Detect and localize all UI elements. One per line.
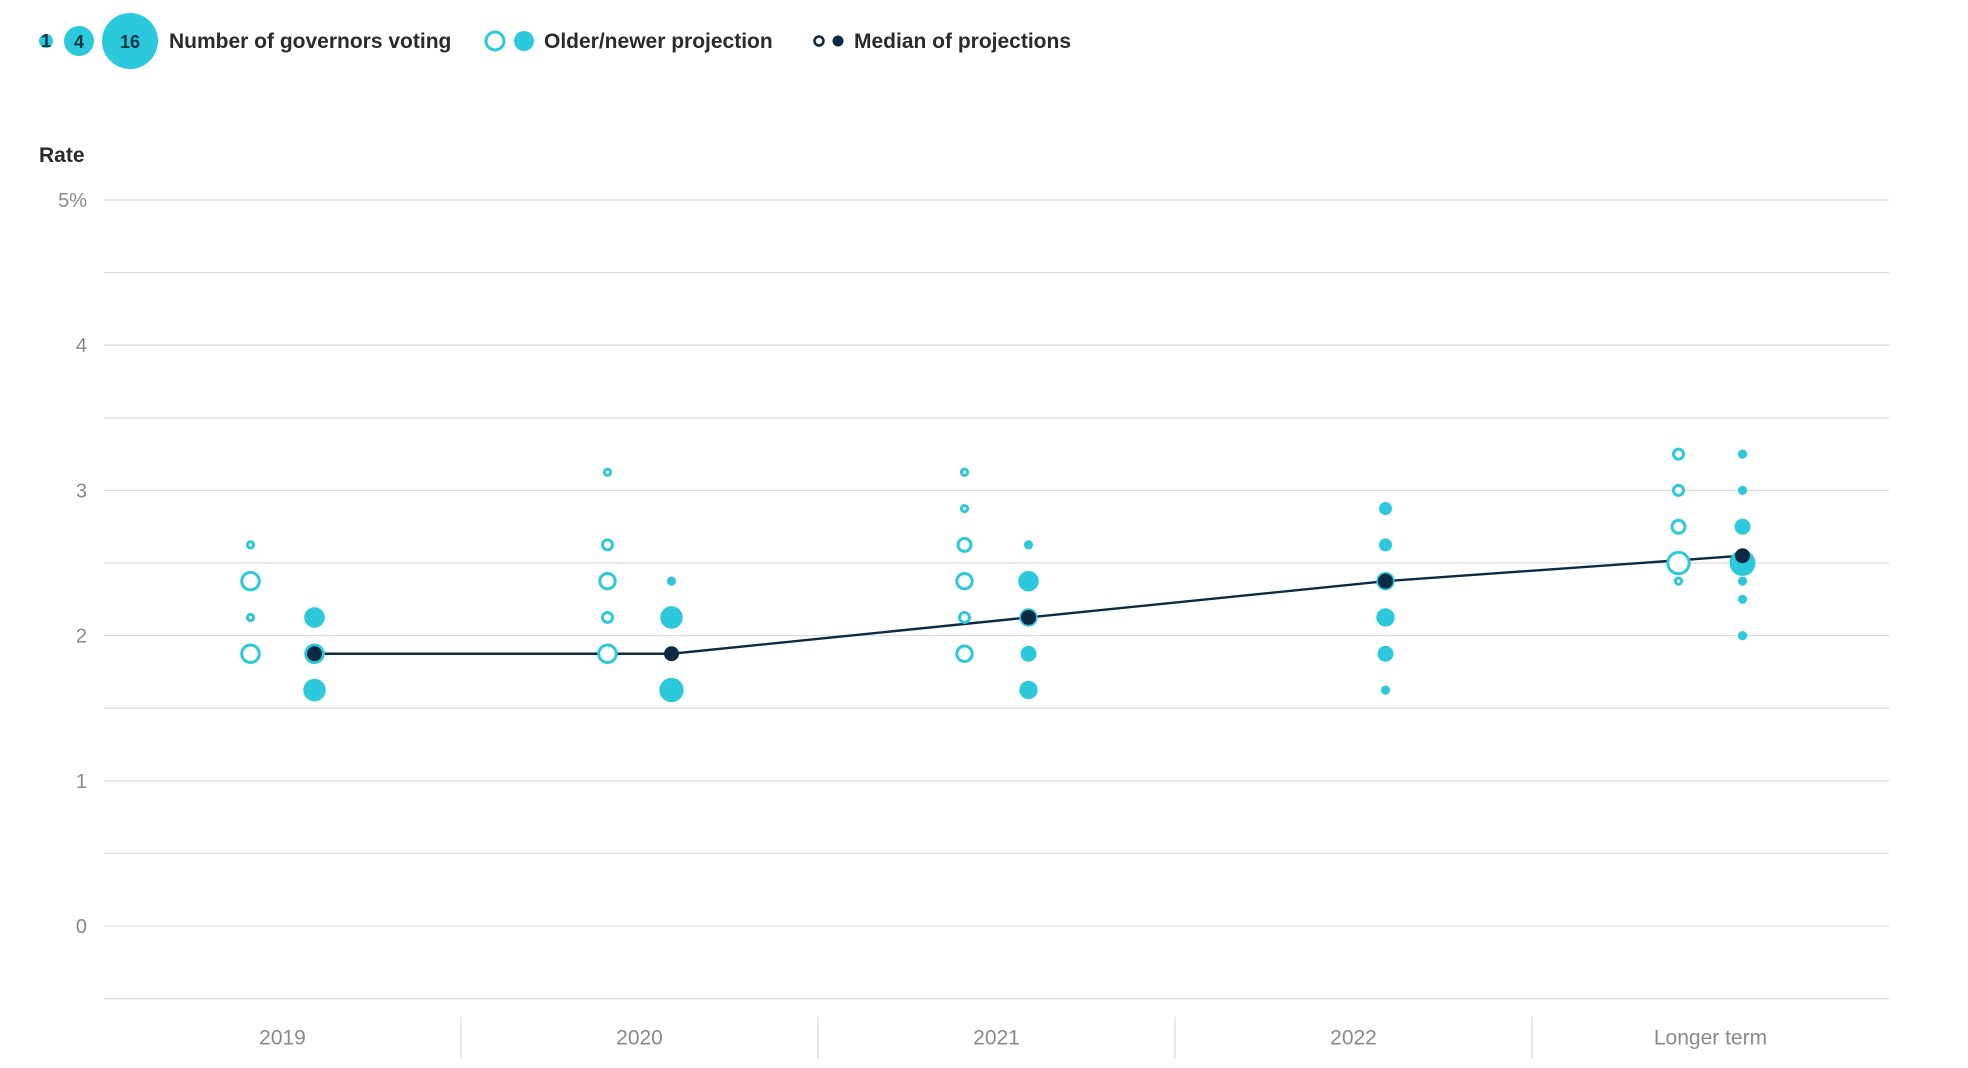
legend-size-4-label: 4 [74,32,84,52]
x-category-label: 2022 [1330,1027,1377,1050]
median-point [1021,609,1036,625]
x-category-label: 2021 [973,1027,1020,1050]
legend-size-4-icon [64,26,94,56]
older-projection-dot [240,570,261,592]
median-line [314,554,1743,655]
newer-projection-dot [303,678,326,702]
older-projection-dot [245,612,256,623]
newer-projection-dot [1377,645,1394,662]
legend-older-projection-icon [484,30,506,52]
older-projection-dot [600,610,615,624]
x-category-label: 2019 [259,1027,306,1050]
newer-projection-dot [659,677,684,703]
median-points [307,548,1750,662]
older-projection-dot [602,467,613,477]
median-point [664,646,679,662]
legend-size-16-icon [102,13,158,69]
older-projection-dot [1670,518,1687,535]
legend-size-1-icon [39,34,53,48]
median-point [1735,548,1750,564]
older-projection-dot [959,503,970,514]
legend-newer-projection-icon [514,31,534,51]
x-axis-separators [460,1016,1533,1059]
y-axis-title: Rate [39,144,85,167]
x-axis-labels: 2019 2020 2021 2022 Longer term [259,1027,1767,1050]
y-axis-ticks: 5% 4 3 2 1 0 [58,190,87,938]
median-point [1378,573,1393,589]
x-category-label: 2020 [616,1027,663,1050]
newer-projection-dot [1737,594,1748,604]
newer-projection-dot [1737,576,1748,586]
newer-projection-dot [660,606,683,629]
older-projection-dot [600,538,615,552]
legend-median-older-icon [813,35,825,47]
legend-median-newer-icon [832,35,844,47]
y-tick-label: 3 [76,480,87,502]
older-projection-dot [245,540,256,550]
older-projection-dot [955,644,974,663]
newer-projection-dot [304,607,325,628]
newer-projection-dot [1737,485,1748,495]
older-projection-dot [959,467,970,477]
newer-projection-dot [1378,502,1393,516]
older-projection-dot [240,643,261,665]
legend-median: Median of projections [813,30,1071,53]
newer-projection-dot [1737,631,1748,641]
older-projection-dot [1666,550,1691,576]
y-tick-label: 2 [76,626,87,648]
newer-projection-dot [1023,540,1034,550]
newer-projection-dot [666,576,677,586]
older-projection-dot [956,536,973,553]
legend-size-1-label: 1 [41,31,51,51]
median-line-layer [314,554,1743,655]
newer-projection-dot [1376,608,1395,627]
older-projection-dot [598,571,617,591]
legend-size-title: Number of governors voting [169,30,451,53]
legend-projection-label: Older/newer projection [544,30,773,53]
legend-size-scale: 1 4 16 Number of governors voting [39,13,451,69]
newer-projection-dot [1019,680,1038,700]
y-tick-label: 5% [58,190,87,212]
older-projection-dot [1671,483,1686,497]
legend-size-16-label: 16 [120,32,140,52]
gridlines [104,199,1889,1000]
x-category-label: Longer term [1654,1027,1767,1050]
older-projection-dot [597,643,618,665]
projection-points [240,447,1756,703]
newer-projection-dot [1020,645,1037,662]
newer-projection-dot [1018,570,1039,592]
older-projection-dot [1671,447,1686,461]
median-point [307,646,322,662]
y-tick-label: 0 [76,916,87,938]
newer-projection-dot [1380,685,1391,695]
older-projection-dot [957,610,972,624]
older-projection-dot [955,571,974,591]
legend-projection: Older/newer projection [484,30,773,53]
older-projection-dot [1673,576,1684,586]
y-tick-label: 1 [76,771,87,793]
legend: 1 4 16 Number of governors voting Older/… [39,13,1071,69]
newer-projection-dot [1734,518,1751,535]
newer-projection-dot [1378,538,1393,552]
y-tick-label: 4 [76,335,87,357]
newer-projection-dot [1737,449,1748,459]
legend-median-label: Median of projections [854,30,1071,53]
